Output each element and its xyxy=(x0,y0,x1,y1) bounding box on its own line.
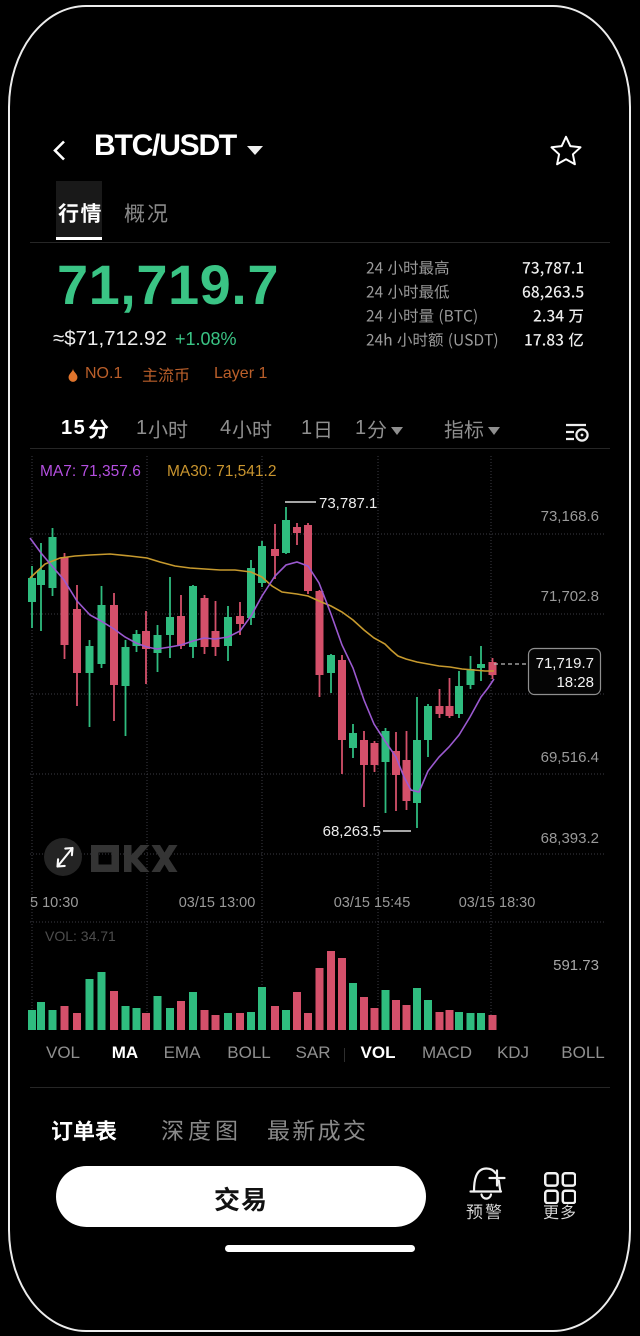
svg-text:68,393.2: 68,393.2 xyxy=(541,830,599,847)
svg-text:69,516.4: 69,516.4 xyxy=(541,749,599,766)
svg-text:MA7: 71,357.6: MA7: 71,357.6 xyxy=(40,463,141,480)
svg-text:03/15 18:30: 03/15 18:30 xyxy=(459,895,536,911)
svg-text:68,263.5: 68,263.5 xyxy=(323,823,381,840)
svg-text:73,787.1: 73,787.1 xyxy=(319,495,377,512)
svg-text:73,168.6: 73,168.6 xyxy=(541,508,599,525)
svg-text:591.73: 591.73 xyxy=(553,957,599,974)
svg-text:18:28: 18:28 xyxy=(556,674,594,691)
svg-text:03/15 13:00: 03/15 13:00 xyxy=(179,895,256,911)
svg-text:MA30: 71,541.2: MA30: 71,541.2 xyxy=(167,463,276,480)
svg-text:71,702.8: 71,702.8 xyxy=(541,588,599,605)
svg-text:71,719.7: 71,719.7 xyxy=(536,655,594,672)
svg-text:03/15 15:45: 03/15 15:45 xyxy=(334,895,411,911)
svg-text:5 10:30: 5 10:30 xyxy=(30,895,78,911)
svg-text:VOL: 34.71: VOL: 34.71 xyxy=(45,928,116,944)
